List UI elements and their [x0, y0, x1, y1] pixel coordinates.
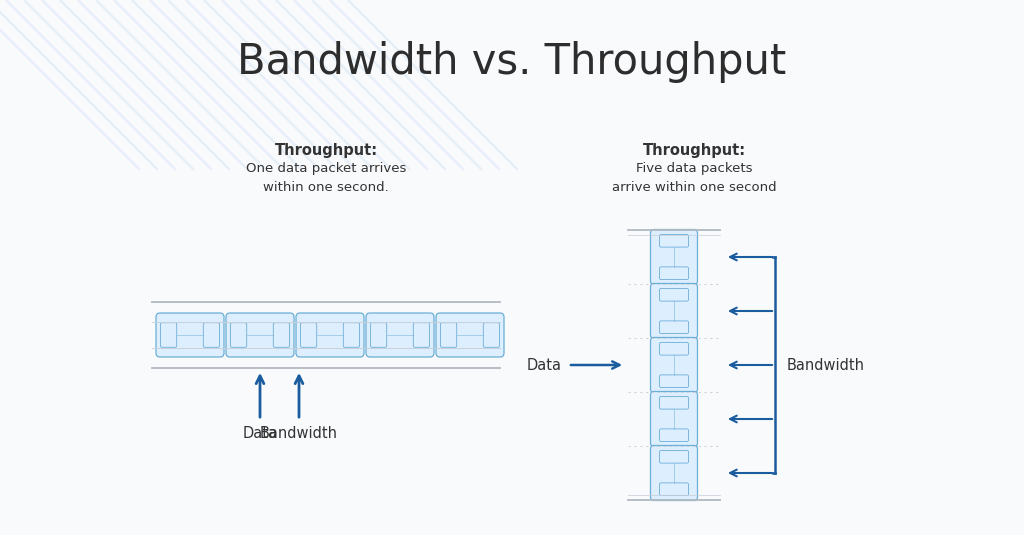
Text: Throughput:: Throughput: — [274, 143, 378, 158]
Text: Five data packets
arrive within one second: Five data packets arrive within one seco… — [611, 162, 776, 194]
FancyBboxPatch shape — [650, 338, 697, 393]
FancyBboxPatch shape — [659, 483, 688, 495]
FancyBboxPatch shape — [659, 450, 688, 463]
FancyBboxPatch shape — [650, 392, 697, 447]
FancyBboxPatch shape — [650, 284, 697, 339]
FancyBboxPatch shape — [156, 313, 224, 357]
Text: Bandwidth: Bandwidth — [260, 426, 338, 441]
FancyBboxPatch shape — [440, 323, 457, 347]
FancyBboxPatch shape — [659, 396, 688, 409]
FancyBboxPatch shape — [343, 323, 359, 347]
FancyBboxPatch shape — [650, 230, 697, 285]
FancyBboxPatch shape — [659, 375, 688, 387]
Text: Data: Data — [243, 426, 278, 441]
Text: Throughput:: Throughput: — [642, 143, 745, 158]
FancyBboxPatch shape — [366, 313, 434, 357]
FancyBboxPatch shape — [483, 323, 500, 347]
Text: Bandwidth: Bandwidth — [787, 357, 865, 372]
FancyBboxPatch shape — [161, 323, 177, 347]
FancyBboxPatch shape — [204, 323, 219, 347]
FancyBboxPatch shape — [296, 313, 364, 357]
FancyBboxPatch shape — [436, 313, 504, 357]
FancyBboxPatch shape — [659, 288, 688, 301]
Text: Bandwidth vs. Throughput: Bandwidth vs. Throughput — [238, 41, 786, 83]
FancyBboxPatch shape — [414, 323, 429, 347]
FancyBboxPatch shape — [230, 323, 247, 347]
FancyBboxPatch shape — [659, 234, 688, 247]
Text: Data: Data — [527, 357, 562, 372]
FancyBboxPatch shape — [300, 323, 316, 347]
FancyBboxPatch shape — [659, 321, 688, 333]
FancyBboxPatch shape — [226, 313, 294, 357]
Text: One data packet arrives
within one second.: One data packet arrives within one secon… — [246, 162, 407, 194]
FancyBboxPatch shape — [371, 323, 387, 347]
FancyBboxPatch shape — [659, 267, 688, 279]
FancyBboxPatch shape — [659, 429, 688, 441]
FancyBboxPatch shape — [650, 446, 697, 501]
FancyBboxPatch shape — [659, 342, 688, 355]
FancyBboxPatch shape — [273, 323, 290, 347]
